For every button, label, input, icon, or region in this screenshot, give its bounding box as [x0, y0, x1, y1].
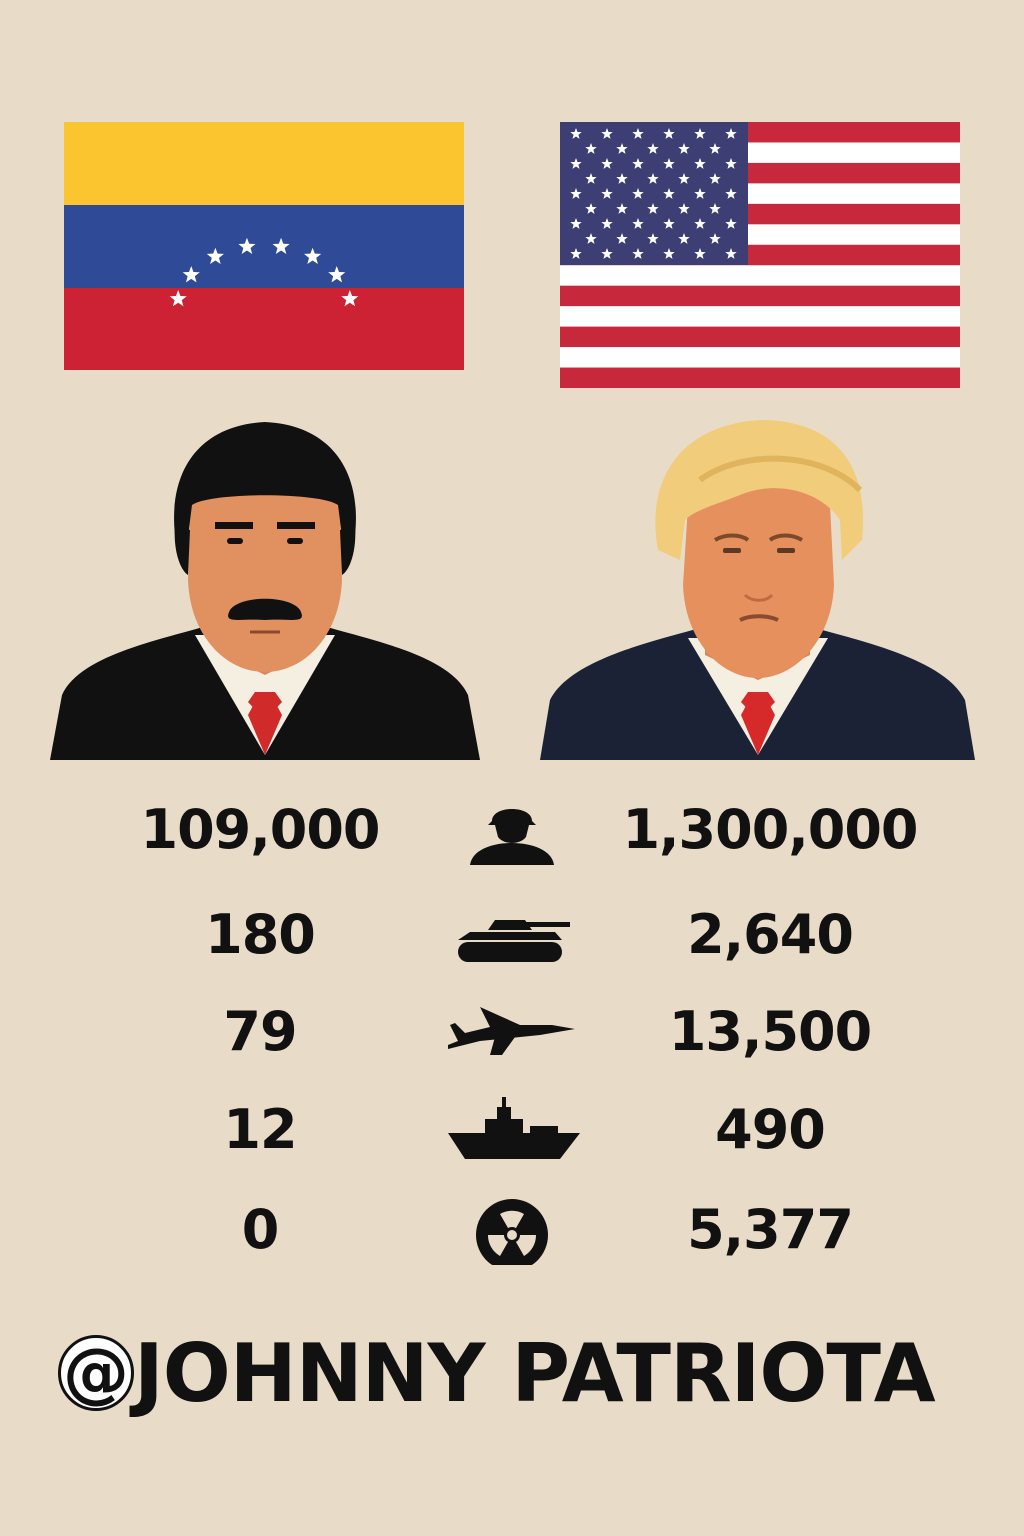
warship-icon: [448, 1097, 580, 1159]
soldier-icon: [470, 809, 554, 865]
author-name: JOHNNY PATRIOTA: [134, 1326, 936, 1420]
at-symbol: @: [58, 1335, 134, 1411]
author-handle: @ JOHNNY PATRIOTA: [58, 1318, 936, 1428]
stat-left-value: 0: [241, 1198, 280, 1261]
leader-portrait-left: [50, 422, 480, 760]
stat-left-value: 180: [205, 903, 316, 966]
venezuela-flag: [64, 122, 464, 370]
stat-right-value: 490: [715, 1098, 826, 1161]
usa-flag: [560, 122, 960, 388]
stat-row-aircraft: 79 13,500: [0, 992, 1024, 1072]
stat-left-value: 12: [223, 1098, 297, 1161]
jet-icon: [448, 1007, 575, 1055]
tank-icon: [458, 920, 570, 962]
stat-row-tanks: 180 2,640: [0, 895, 1024, 975]
leader-portrait-right: [540, 420, 975, 760]
stat-right-value: 5,377: [687, 1198, 854, 1261]
stat-right-value: 13,500: [668, 1000, 872, 1063]
stat-left-value: 79: [223, 1000, 297, 1063]
stat-left-value: 109,000: [140, 798, 381, 861]
stat-right-value: 2,640: [687, 903, 854, 966]
stat-row-nuclear: 0 5,377: [0, 1190, 1024, 1270]
stat-right-value: 1,300,000: [622, 798, 918, 861]
stat-row-personnel: 109,000 1,300,000: [0, 790, 1024, 870]
nuclear-icon: [476, 1199, 548, 1265]
stat-row-ships: 12 490: [0, 1090, 1024, 1170]
